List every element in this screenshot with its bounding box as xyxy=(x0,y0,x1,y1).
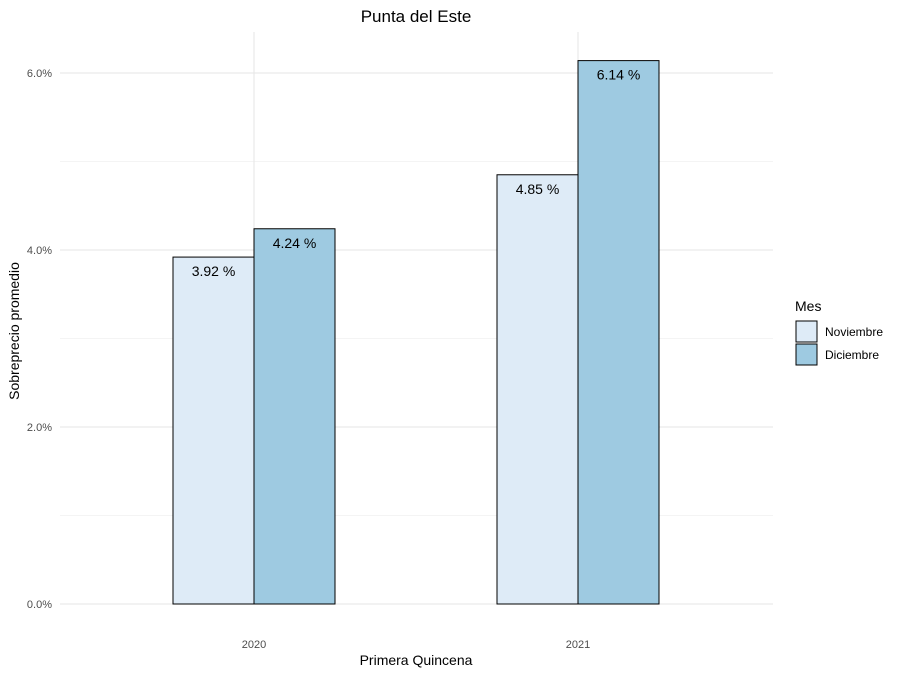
bar-diciembre-2021 xyxy=(577,60,660,605)
legend: Mes Noviembre Diciembre xyxy=(795,298,883,366)
x-tick-label: 2021 xyxy=(566,639,590,651)
bar-diciembre-2020 xyxy=(253,228,336,605)
chart-title: Punta del Este xyxy=(361,7,472,26)
data-label: 4.85 % xyxy=(516,181,560,197)
legend-key-noviembre xyxy=(795,320,818,343)
bar-noviembre-2020 xyxy=(172,256,255,605)
legend-label: Diciembre xyxy=(825,348,879,362)
legend-title: Mes xyxy=(795,298,821,314)
x-axis-ticks: 2020 2021 xyxy=(242,639,590,651)
data-label: 6.14 % xyxy=(597,67,641,83)
y-axis-ticks: 0.0% 2.0% 4.0% 6.0% xyxy=(27,68,52,611)
y-tick-label: 4.0% xyxy=(27,245,52,257)
data-label: 3.92 % xyxy=(192,263,236,279)
bars xyxy=(172,60,660,605)
data-label: 4.24 % xyxy=(273,235,317,251)
bar-noviembre-2021 xyxy=(496,174,579,605)
y-tick-label: 6.0% xyxy=(27,68,52,80)
grid-lines xyxy=(60,32,773,605)
x-tick-label: 2020 xyxy=(242,639,266,651)
y-tick-label: 2.0% xyxy=(27,422,52,434)
legend-key-diciembre xyxy=(795,343,818,366)
legend-label: Noviembre xyxy=(825,325,883,339)
bar-labels: 3.92 % 4.24 % 4.85 % 6.14 % xyxy=(192,67,641,279)
y-tick-label: 0.0% xyxy=(27,599,52,611)
x-axis-title: Primera Quincena xyxy=(360,652,473,668)
y-axis-title: Sobreprecio promedio xyxy=(6,262,22,400)
